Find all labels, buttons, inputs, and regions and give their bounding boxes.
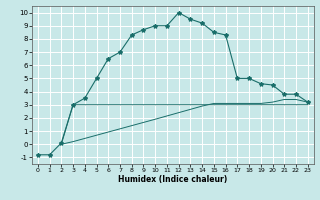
X-axis label: Humidex (Indice chaleur): Humidex (Indice chaleur): [118, 175, 228, 184]
